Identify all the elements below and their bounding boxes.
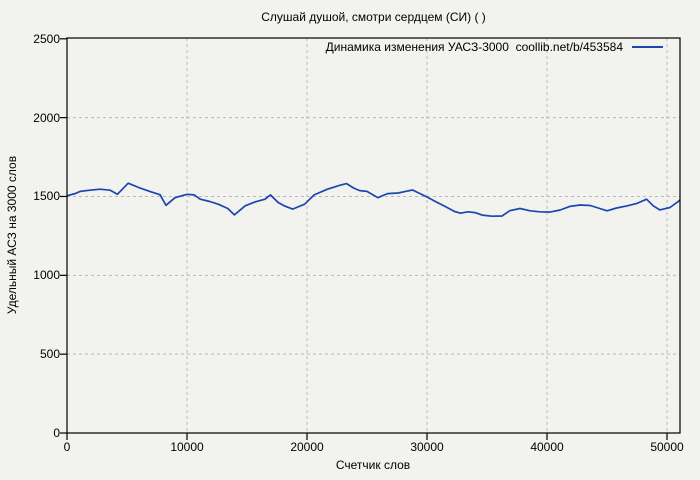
plot-border bbox=[66, 37, 681, 434]
y-tick-label: 2500 bbox=[33, 31, 60, 46]
x-tick-label: 50000 bbox=[650, 440, 684, 454]
x-tick-label: 40000 bbox=[530, 440, 564, 454]
x-tick-label: 10000 bbox=[170, 440, 204, 454]
legend: Динамика изменения УАСЗ-3000 coollib.net… bbox=[326, 40, 663, 54]
data-line-series bbox=[66, 182, 681, 218]
x-axis-label: Счетчик слов bbox=[335, 458, 411, 472]
y-axis-label: Удельный АСЗ на 3000 слов bbox=[5, 155, 19, 315]
y-tick-label: 2000 bbox=[33, 110, 60, 125]
legend-line-sample-icon bbox=[632, 46, 663, 48]
y-tick-label: 1000 bbox=[33, 268, 60, 283]
chart-title: Слушай душой, смотри сердцем (СИ) ( ) bbox=[261, 10, 486, 24]
legend-label: Динамика изменения УАСЗ-3000 coollib.net… bbox=[325, 40, 623, 54]
x-tick-label: 30000 bbox=[410, 440, 444, 454]
x-tick-label: 20000 bbox=[290, 440, 324, 454]
y-tick-label: 1500 bbox=[33, 189, 60, 204]
x-tick-label: 0 bbox=[63, 440, 71, 454]
y-tick-label: 500 bbox=[39, 347, 60, 362]
y-tick-label: 0 bbox=[53, 426, 60, 440]
